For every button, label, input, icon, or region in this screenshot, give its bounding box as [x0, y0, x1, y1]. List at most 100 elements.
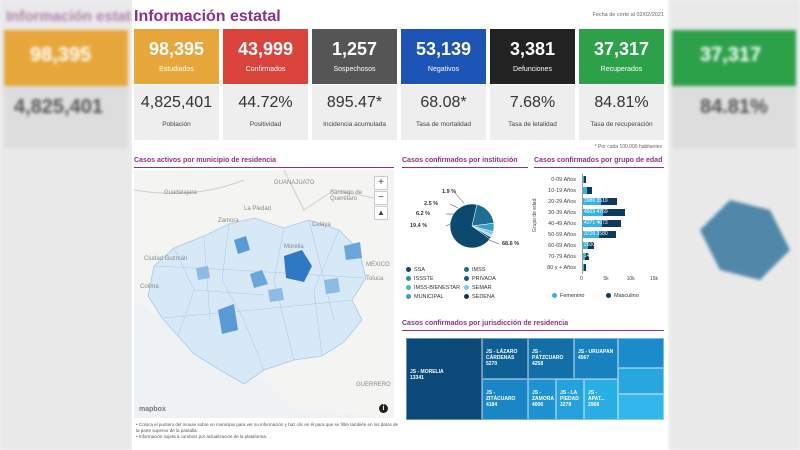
municipality[interactable] [324, 278, 340, 294]
age-bar-female[interactable] [582, 220, 603, 227]
treemap-cell[interactable]: JS - PÁTZCUARO 4258 [528, 338, 574, 379]
treemap-cell[interactable] [618, 338, 664, 368]
kpi-card-negativos[interactable]: 53,139 Negativos [401, 29, 486, 84]
stat-value: 44.72% [238, 94, 293, 111]
legend-dot [464, 294, 469, 300]
treemap-cell[interactable]: JS - ZAMORA 4006 [528, 379, 556, 420]
age-bar-male[interactable] [602, 220, 622, 227]
map-label: Zamora [218, 218, 239, 224]
treemap-cell[interactable]: JS - ZITÁCUARO 4184 [482, 379, 528, 420]
stat-label: Positividad [249, 121, 282, 128]
kpi-value: 43,999 [237, 39, 294, 59]
municipality[interactable] [268, 288, 284, 302]
municipality-map[interactable]: Guadalajara GUANAJUATO Santiago de Queré… [134, 170, 394, 418]
age-bar-male[interactable] [600, 198, 618, 205]
treemap-cell-label: JS - MORELIA [410, 369, 444, 375]
age-bar-male[interactable] [603, 209, 626, 216]
treemap-cell[interactable]: JS - MORELIA 13341 [406, 338, 482, 420]
male-legend-dot [606, 293, 611, 299]
kpi-card-estudiados[interactable]: 98,395 Estudiados [134, 29, 219, 84]
legend-dot [406, 267, 411, 273]
treemap-cell[interactable] [618, 394, 664, 420]
kpi-value: 3,381 [509, 39, 556, 59]
age-bar-female[interactable] [582, 253, 586, 260]
legend-male: Masculino [606, 293, 639, 299]
kpi-value: 53,139 [415, 39, 472, 59]
treemap-cell[interactable]: JS - APAT... 2968 [584, 379, 618, 420]
section-divider [402, 167, 528, 168]
jurisdiction-treemap[interactable]: JS - MORELIA 13341 JS - LÁZARO CÁRDENAS 527… [406, 338, 664, 420]
age-bar-male[interactable] [599, 231, 617, 238]
legend-dot [464, 276, 469, 282]
age-bar-male[interactable] [588, 242, 594, 249]
legend-item: MUNICIPAL [406, 294, 444, 300]
age-bar-male[interactable] [583, 264, 586, 271]
age-bar-male[interactable] [585, 253, 589, 260]
treemap-cell-label: JS - LÁZARO CÁRDENAS [486, 349, 518, 361]
zoom-out-button[interactable]: − [374, 191, 388, 205]
compass-button[interactable]: ▲ [374, 206, 388, 220]
mapbox-logo[interactable]: mapbox [139, 406, 166, 413]
map-label: Guadalajara [164, 190, 197, 196]
treemap-cell[interactable]: JS - URUAPAN 4567 [574, 338, 618, 379]
legend-item: SSA [406, 267, 425, 273]
municipality-morelia[interactable] [284, 250, 312, 282]
age-bar-female[interactable] [582, 231, 600, 238]
map-label: MÉXICO [366, 262, 390, 268]
age-bar-female[interactable] [582, 209, 604, 216]
note-item: • Información sujeta a cambios por actua… [136, 433, 268, 439]
age-bar-female[interactable] [582, 187, 588, 194]
treemap-cell-value: 4006 [532, 402, 544, 408]
legend-item: IMSS [464, 267, 485, 273]
age-bar-male[interactable] [587, 187, 593, 194]
info-icon[interactable]: i [379, 404, 388, 413]
age-bar-female[interactable] [582, 242, 589, 249]
stat-box: 895.47* Incidencia acumulada [312, 85, 397, 140]
pie-slice[interactable] [449, 203, 491, 249]
background-card [4, 30, 128, 86]
legend-item: SEMAR [464, 285, 492, 291]
age-group-label: 70-79 Años [548, 254, 576, 260]
municipality[interactable] [196, 266, 210, 280]
state-shape[interactable] [147, 217, 367, 385]
kpi-card-defunciones[interactable]: 3,381 Defunciones [490, 29, 575, 84]
kpi-card-sospechosos[interactable]: 1,257 Sospechosos [312, 29, 397, 84]
municipality[interactable] [218, 304, 238, 334]
legend-dot [406, 276, 411, 282]
age-group-label: 80 y + Años [547, 265, 576, 271]
stat-label: Tasa de mortalidad [416, 121, 471, 128]
zoom-in-button[interactable]: + [374, 176, 388, 190]
map-label: Santiago de Querétaro [330, 190, 363, 202]
municipality[interactable] [250, 270, 268, 288]
municipality[interactable] [234, 236, 250, 254]
female-legend-dot [552, 293, 557, 299]
legend-dot [464, 285, 469, 291]
stat-label: Población [162, 121, 191, 128]
treemap-cell-value: 5270 [486, 361, 498, 367]
treemap-cell-label: JS - ZAMORA [532, 390, 554, 402]
age-bar-value-label: 1440 [584, 253, 596, 259]
background-card [672, 30, 796, 86]
pie-label: 2.5 % [424, 201, 439, 207]
treemap-cell-label: JS - ZITÁCUARO [486, 390, 516, 402]
treemap-cell-value: 3279 [560, 402, 572, 408]
age-bar-female[interactable] [582, 198, 601, 205]
stat-box: 7.68% Tasa de letalidad [490, 85, 575, 140]
map-label: Celaya [312, 222, 331, 228]
kpi-value: 98,395 [148, 39, 205, 59]
background-title: Información estatal [6, 8, 132, 25]
map-svg[interactable] [134, 170, 394, 418]
pie-slice[interactable] [471, 225, 492, 240]
map-label: GUERRERO [356, 382, 391, 388]
treemap-cell[interactable]: JS - LA PIEDAD 3279 [556, 379, 584, 420]
kpi-card-confirmados[interactable]: 43,999 Confirmados [223, 29, 308, 84]
treemap-cell[interactable] [618, 368, 664, 394]
treemap-cell[interactable]: JS - LÁZARO CÁRDENAS 5270 [482, 338, 528, 379]
municipality[interactable] [344, 242, 362, 260]
pie-label: 1.9 % [442, 189, 457, 195]
stat-label: Tasa de letalidad [508, 121, 557, 128]
background-number: 84.81% [700, 96, 768, 118]
age-bar-male[interactable] [583, 176, 586, 183]
age-x-tick: 5k [603, 276, 609, 282]
kpi-card-recuperados[interactable]: 37,317 Recuperados [579, 29, 664, 84]
